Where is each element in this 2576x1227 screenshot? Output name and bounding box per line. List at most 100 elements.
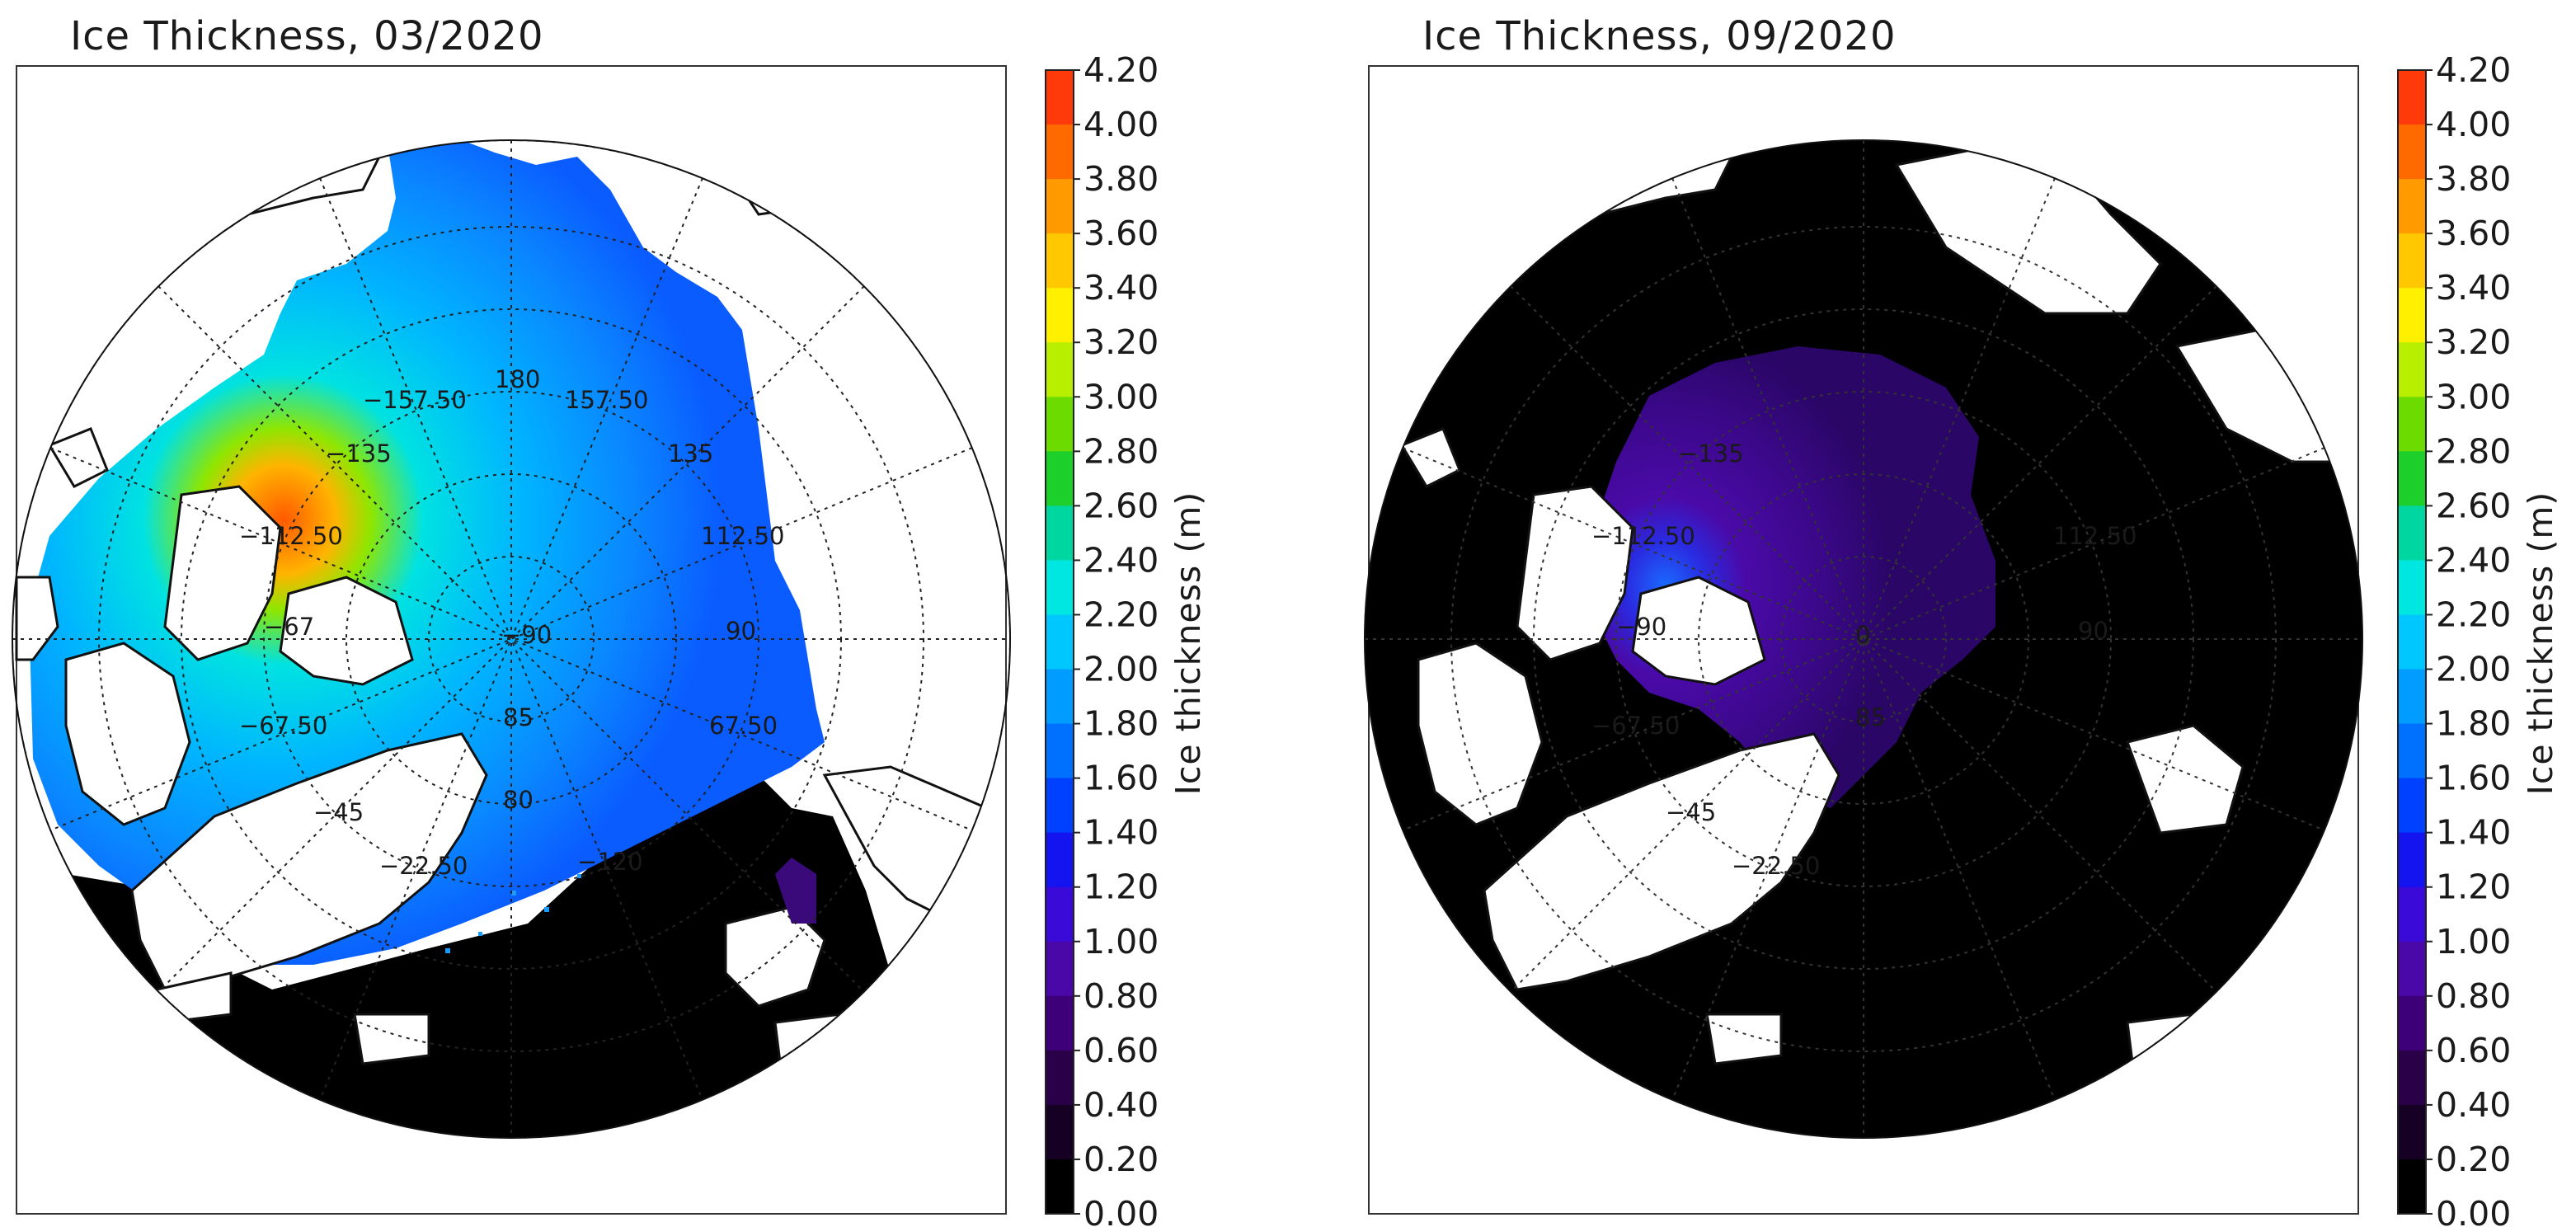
colorbar-swatch: [1046, 778, 1074, 834]
colorbar-swatch: [2398, 179, 2426, 234]
colorbar-swatch: [2398, 288, 2426, 343]
colorbar-swatch: [2398, 233, 2426, 289]
colorbar-tick-label: 2.20: [1084, 595, 1159, 634]
grid-label: −22.50: [379, 852, 468, 880]
colorbar-tick-label: 3.20: [1084, 322, 1159, 362]
ice-specks: [445, 874, 581, 953]
colorbar-tick-label: 2.00: [1084, 650, 1159, 689]
colorbar-tick-label: 0.80: [1084, 976, 1159, 1016]
grid-label: −157.50: [363, 386, 467, 414]
colorbar-swatch: [1046, 560, 1074, 615]
colorbar-tick-label: 3.60: [1084, 214, 1159, 253]
colorbar-swatch: [2398, 723, 2426, 779]
colorbar-swatch: [2398, 125, 2426, 180]
colorbar-tick-label: 2.40: [2436, 540, 2511, 580]
colorbar-swatch: [1046, 233, 1074, 289]
colorbar-tick-label: 2.00: [2436, 650, 2511, 689]
colorbar-tick-label: 3.00: [1084, 377, 1159, 416]
colorbar-tick-label: 2.80: [1084, 431, 1159, 471]
colorbar-tick-label: 1.20: [2436, 867, 2511, 907]
grid-label: 135: [668, 440, 713, 468]
colorbar-swatch: [1046, 342, 1074, 397]
grid-label: −90: [1616, 613, 1666, 641]
colorbar-swatch: [1046, 1159, 1074, 1215]
colorbar-tick-label: 0.40: [2436, 1085, 2511, 1125]
colorbar-tick-label: 0.20: [1084, 1140, 1159, 1179]
colorbar-tick-label: 0.00: [2436, 1194, 2511, 1227]
grid-label: 67.50: [709, 712, 778, 740]
colorbar-swatch: [2398, 451, 2426, 506]
colorbar-label: Ice thickness (m): [1168, 491, 1208, 796]
colorbar-swatch: [2398, 342, 2426, 397]
grid-label: 90: [726, 617, 756, 645]
thin-ice-coast: [775, 858, 816, 924]
colorbar-tick-label: 4.20: [1084, 50, 1159, 90]
colorbar-swatch: [2398, 778, 2426, 834]
colorbar-tick-label: 4.00: [2436, 105, 2511, 144]
colorbar-tick-label: 0.00: [1084, 1194, 1159, 1227]
colorbar-tick-label: 3.80: [2436, 159, 2511, 199]
colorbar-tick-label: 2.20: [2436, 595, 2511, 634]
grid-label: 112.50: [2053, 522, 2136, 550]
colorbar-tick-label: 2.40: [1084, 540, 1159, 580]
colorbar-swatch: [1046, 451, 1074, 506]
colorbar-tick-label: 1.00: [1084, 922, 1159, 961]
map-boundary: [12, 139, 1011, 1139]
colorbar-september: 4.20 4.00 3.80 3.60 3.40 3.20 3.00 2.80 2.60 2.40…: [2397, 50, 2560, 1227]
grid-label: −45: [313, 798, 364, 826]
colorbar-swatch: [2398, 505, 2426, 561]
colorbar-swatch: [1046, 832, 1074, 888]
grid-label: −22.50: [1732, 852, 1820, 880]
grid-label: −112.50: [239, 522, 343, 550]
colorbar-march: 4.20 4.00 3.80 3.60 3.40 3.20 3.00 2.80 2.60 2.40…: [1045, 50, 1208, 1227]
colorbar-tick-label: 4.00: [1084, 105, 1159, 144]
colorbar-tick-label: 4.20: [2436, 50, 2511, 90]
colorbar-tick-label: 3.60: [2436, 214, 2511, 253]
grid-label: 157.50: [565, 386, 648, 414]
colorbar-swatch: [2398, 397, 2426, 452]
colorbar-swatch: [1046, 669, 1074, 725]
colorbar-swatch: [2398, 1159, 2426, 1215]
colorbar-tick-label: 0.20: [2436, 1140, 2511, 1179]
colorbar-swatch: [2398, 832, 2426, 888]
graticule: [1365, 140, 2362, 1138]
grid-label: −112.50: [1591, 522, 1695, 550]
colorbar-swatch: [1046, 1104, 1074, 1160]
colorbar-tick-label: 0.40: [1084, 1085, 1159, 1125]
colorbar-tick-label: 3.20: [2436, 322, 2511, 362]
colorbar-swatch: [1046, 995, 1074, 1051]
colorbar-tick-label: 3.80: [1084, 159, 1159, 199]
colorbar-swatch: [2398, 614, 2426, 670]
grid-labels: 180 −157.50 157.50 −135 135 −112.50 112.…: [239, 365, 784, 880]
graticule: [12, 140, 1010, 1138]
colorbar-swatch: [1046, 723, 1074, 779]
colorbar-swatch: [1046, 505, 1074, 561]
colorbar-swatch: [1046, 125, 1074, 180]
colorbar-swatch: [2398, 941, 2426, 997]
colorbar-swatch: [1046, 614, 1074, 670]
colorbar-tick-label: 2.80: [2436, 431, 2511, 471]
colorbar-swatch: [1046, 1050, 1074, 1106]
colorbar-swatch: [1046, 397, 1074, 452]
colorbar-tick-label: 3.00: [2436, 377, 2511, 416]
colorbar-swatch: [2398, 70, 2426, 125]
grid-label: −67.50: [1591, 712, 1680, 740]
grid-label: −90: [501, 621, 552, 649]
grid-label: 85: [503, 703, 534, 731]
grid-label: 112.50: [701, 522, 784, 550]
colorbar-tick-label: 0.60: [2436, 1031, 2511, 1070]
grid-label: −67.50: [239, 712, 327, 740]
colorbar-tick-label: 1.60: [2436, 759, 2511, 798]
grid-label: −120: [577, 848, 643, 876]
colorbar-swatch: [1046, 941, 1074, 997]
colorbar-tick-label: 1.80: [1084, 704, 1159, 744]
panel-title: Ice Thickness, 09/2020: [1422, 13, 1897, 59]
grid-label: 80: [503, 786, 534, 814]
colorbar-label: Ice thickness (m): [2521, 491, 2560, 796]
grid-label: 90: [2078, 617, 2108, 645]
panel-march: Ice Thickness, 03/2020: [12, 13, 1011, 1215]
colorbar-tick-label: 0.80: [2436, 976, 2511, 1016]
colorbar-swatch: [2398, 560, 2426, 615]
colorbar-tick-label: 1.60: [1084, 759, 1159, 798]
